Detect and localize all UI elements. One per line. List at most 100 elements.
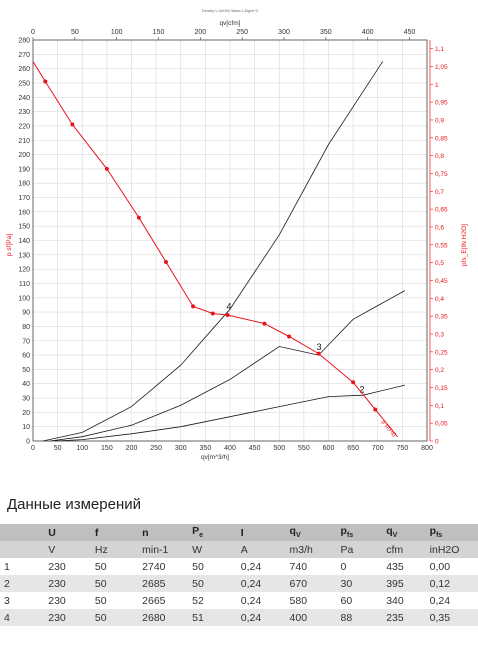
chart-svg: Density:1,1(m3/h) Wave:1,2kg/m^301020304… bbox=[6, 9, 468, 461]
header-cell: qV bbox=[382, 524, 426, 541]
table-row: 1 230 50 2740 50 0,24 740 0 435 0,00 bbox=[0, 558, 478, 575]
y-tick-label-right: 0,6 bbox=[435, 224, 444, 231]
unit-cell: min-1 bbox=[138, 541, 189, 558]
y-tick-label-left: 40 bbox=[22, 381, 30, 388]
y-tick-label-right: 0 bbox=[435, 439, 439, 446]
table-cell: 235 bbox=[382, 609, 426, 626]
fan-curve-point bbox=[316, 351, 321, 356]
header-cell bbox=[0, 524, 45, 541]
table-units-row: V Hz min-1 W A m3/h Pa cfm inH2O bbox=[0, 541, 478, 558]
table-cell: 88 bbox=[336, 609, 383, 626]
fan-curve-point bbox=[287, 334, 292, 339]
unit-cell: cfm bbox=[382, 541, 426, 558]
x-tick-label-top: 250 bbox=[236, 29, 248, 36]
table-cell: 30 bbox=[336, 575, 383, 592]
header-cell: U bbox=[44, 524, 91, 541]
y-tick-label-left: 260 bbox=[18, 66, 30, 73]
y-tick-label-left: 50 bbox=[22, 367, 30, 374]
plot-frame bbox=[32, 39, 428, 442]
table-cell: 50 bbox=[188, 575, 237, 592]
table-cell: 0,35 bbox=[425, 609, 478, 626]
x-tick-label-top: 350 bbox=[320, 29, 332, 36]
table-cell: 60 bbox=[336, 592, 383, 609]
table-cell: 0,24 bbox=[425, 592, 478, 609]
table-cell: 670 bbox=[285, 575, 337, 592]
table-cell: 2740 bbox=[138, 558, 189, 575]
y-tick-label-left: 60 bbox=[22, 353, 30, 360]
unit-cell: W bbox=[188, 541, 237, 558]
x-tick-label-bottom: 500 bbox=[273, 445, 285, 452]
y-tick-label-right: 0,15 bbox=[435, 385, 448, 392]
y-axis-label-right: pfs_E[IN H2O] bbox=[461, 224, 468, 266]
y-tick-label-left: 130 bbox=[18, 252, 30, 259]
x-tick-label-bottom: 650 bbox=[347, 445, 359, 452]
y-tick-label-left: 80 bbox=[22, 324, 30, 331]
y-tick-label-left: 10 bbox=[22, 424, 30, 431]
fan-curve-point bbox=[70, 122, 75, 127]
y-tick-label-left: 150 bbox=[18, 224, 30, 231]
fan-performance-chart: Density:1,1(m3/h) Wave:1,2kg/m^3 0 10 20 30 4… bbox=[6, 9, 468, 461]
table-cell: 395 bbox=[382, 575, 426, 592]
fan-curve-point bbox=[136, 215, 141, 220]
y-tick-label-left: 100 bbox=[18, 295, 30, 302]
header-cell: pfs bbox=[336, 524, 383, 541]
table-cell: 50 bbox=[90, 592, 139, 609]
table-cell: 50 bbox=[90, 575, 139, 592]
y-tick-label-right: 0,05 bbox=[435, 421, 448, 428]
y-tick-label-right: 0,75 bbox=[435, 171, 448, 178]
table-cell: 1 bbox=[0, 558, 45, 575]
table-cell: 230 bbox=[44, 592, 91, 609]
y-tick-label-right: 1,1 bbox=[435, 46, 444, 53]
y-tick-label-left: 280 bbox=[18, 38, 30, 45]
unit-cell: V bbox=[44, 541, 91, 558]
y-tick-label-right: 1 bbox=[435, 82, 439, 89]
table-cell: 230 bbox=[44, 558, 91, 575]
fan-curve-point bbox=[373, 407, 378, 412]
header-cell: I bbox=[236, 524, 286, 541]
fan-curve-point bbox=[210, 311, 215, 316]
x-tick-label-bottom: 550 bbox=[298, 445, 310, 452]
fan-curve-point bbox=[104, 166, 109, 171]
y-tick-label-right: 0,45 bbox=[435, 278, 448, 285]
y-tick-label-right: 0,4 bbox=[435, 296, 444, 303]
measurements-table-wrap: U f n Pe I qV pfs qV pfs V Hz min-1 W A … bbox=[0, 524, 478, 626]
x-tick-label-bottom: 750 bbox=[397, 445, 409, 452]
y-tick-label-left: 170 bbox=[18, 195, 30, 202]
operating-point-label-3: 3 bbox=[317, 342, 322, 352]
header-cell: qV bbox=[285, 524, 337, 541]
x-tick-label-bottom: 200 bbox=[126, 445, 138, 452]
y-tick-label-right: 0,85 bbox=[435, 135, 448, 142]
x-tick-label-top: 400 bbox=[362, 29, 374, 36]
y-tick-label-left: 70 bbox=[22, 338, 30, 345]
fan-curve-end-label: p sf(Pa) bbox=[380, 420, 397, 439]
table-cell: 0,24 bbox=[236, 575, 286, 592]
x-tick-label-top: 50 bbox=[71, 29, 79, 36]
table-row: 4 230 50 2680 51 0,24 400 88 235 0,35 bbox=[0, 609, 478, 626]
y-tick-label-left: 190 bbox=[18, 166, 30, 173]
table-cell: 0,12 bbox=[425, 575, 478, 592]
unit-cell: A bbox=[236, 541, 286, 558]
y-tick-label-left: 210 bbox=[18, 138, 30, 145]
table-cell: 2665 bbox=[138, 592, 189, 609]
fan-curve-point bbox=[191, 304, 196, 309]
y-tick-label-right: 0,35 bbox=[435, 314, 448, 321]
fan-curve-point bbox=[225, 312, 230, 317]
x-tick-label-top: 450 bbox=[404, 29, 416, 36]
y-tick-label-right: 0,95 bbox=[435, 100, 448, 107]
x-tick-label-bottom: 450 bbox=[249, 445, 261, 452]
unit-cell bbox=[0, 541, 45, 558]
y-axis-label-left: p sf[Pa] bbox=[6, 234, 13, 256]
x-tick-label-bottom: 700 bbox=[372, 445, 384, 452]
system-curve-4 bbox=[42, 61, 384, 442]
fan-curve-point bbox=[43, 79, 48, 84]
x-tick-label-bottom: 0 bbox=[31, 445, 35, 452]
table-cell: 2 bbox=[0, 575, 45, 592]
y-tick-label-left: 180 bbox=[18, 181, 30, 188]
table-cell: 2685 bbox=[138, 575, 189, 592]
x-tick-label-bottom: 250 bbox=[150, 445, 162, 452]
y-tick-label-left: 160 bbox=[18, 209, 30, 216]
fan-curve-point bbox=[163, 259, 168, 264]
header-cell: n bbox=[138, 524, 189, 541]
x-tick-label-top: 200 bbox=[195, 29, 207, 36]
fan-curve-line bbox=[32, 61, 398, 438]
